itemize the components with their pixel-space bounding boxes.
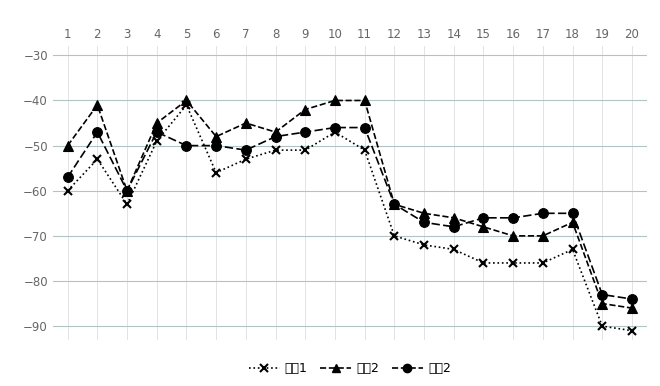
Legend: 设备1, 设备2, 设备2: 设备1, 设备2, 设备2 [244, 357, 456, 380]
